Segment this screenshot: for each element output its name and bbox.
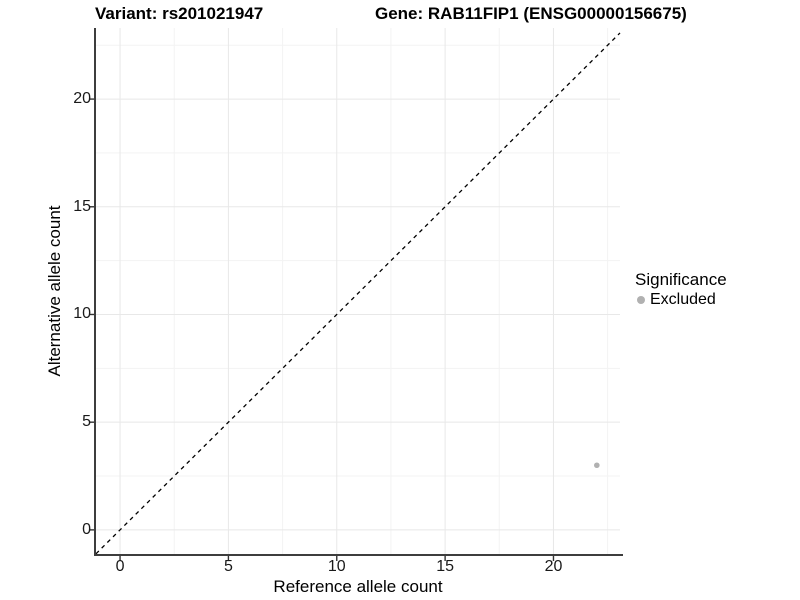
x-tick-label: 5 [223,558,233,575]
x-tick-label: 15 [436,558,454,575]
legend-title: Significance [635,270,727,289]
excluded-point-swatch-icon [637,296,645,304]
y-axis-title: Alternative allele count [45,205,64,377]
x-tick-label: 10 [327,558,346,575]
x-axis-title: Reference allele count [273,577,443,596]
x-tick-label: 20 [544,558,563,575]
y-tick-label: 0 [82,520,91,538]
y-tick-label: 15 [73,197,91,215]
legend: Significance Excluded [635,270,727,309]
x-tick-label: 0 [115,558,125,575]
legend-item-label: Excluded [650,291,716,308]
y-tick-label: 20 [73,90,91,108]
identity-reference-line [95,32,621,555]
y-tick-label: 5 [82,413,91,431]
variant-title: Variant: rs201021947 [95,4,264,23]
legend-item-excluded: Excluded [635,291,727,309]
data-point [594,462,600,469]
y-tick-label: 10 [73,305,91,323]
gene-title: Gene: RAB11FIP1 (ENSG00000156675) [375,4,687,23]
